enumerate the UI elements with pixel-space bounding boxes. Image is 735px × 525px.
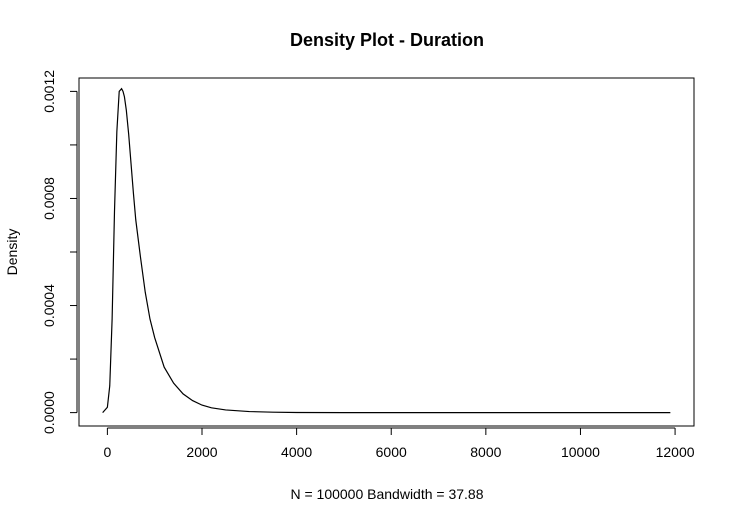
x-tick-label: 8000 [470, 444, 501, 460]
series-layer [102, 87, 671, 414]
x-tick-label: 4000 [281, 444, 312, 460]
x-tick-label: 10000 [561, 444, 600, 460]
y-tick-label: 0.0008 [41, 177, 57, 220]
chart-title: Density Plot - Duration [290, 30, 484, 50]
x-tick-label: 2000 [186, 444, 217, 460]
x-tick-label: 0 [103, 444, 111, 460]
x-axis-label: N = 100000 Bandwidth = 37.88 [290, 486, 483, 502]
density-curve [102, 87, 671, 414]
y-tick-label: 0.0004 [41, 284, 57, 327]
y-axis-label: Density [4, 229, 20, 276]
y-axis: 0.0000 0.0004 0.0008 0.0012 [41, 70, 78, 434]
x-tick-label: 12000 [656, 444, 695, 460]
x-tick-label: 6000 [376, 444, 407, 460]
x-axis: 0 2000 4000 6000 8000 10000 12000 [103, 427, 695, 460]
y-tick-label: 0.0012 [41, 70, 57, 113]
y-tick-label: 0.0000 [41, 391, 57, 434]
plot-area-border [78, 77, 695, 427]
